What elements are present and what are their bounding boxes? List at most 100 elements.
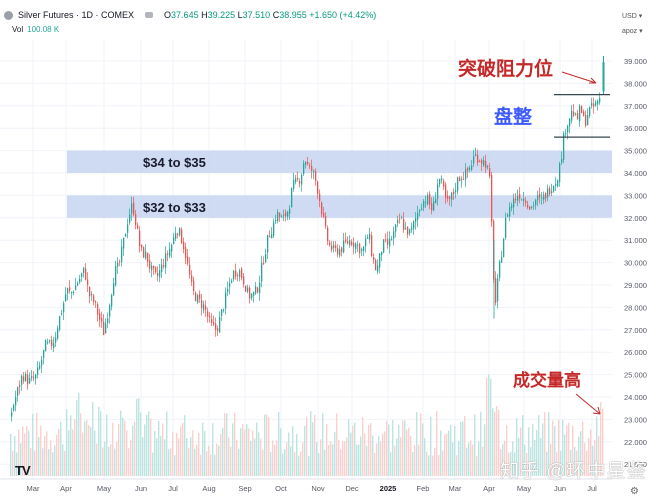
candle-body: [583, 111, 585, 116]
resistance-zone[interactable]: [67, 195, 612, 218]
symbol-icon: [4, 10, 13, 20]
volume-bar: [554, 426, 556, 476]
candle-body: [253, 291, 255, 296]
candle-body: [161, 264, 163, 272]
x-axis-label: May: [97, 484, 111, 493]
candle-body: [471, 165, 473, 170]
volume-bar: [498, 409, 500, 476]
volume-bar: [352, 425, 354, 476]
candle-body: [213, 322, 215, 325]
volume-bar: [230, 446, 232, 476]
y-axis-label: 24.000: [624, 393, 647, 402]
volume-bar: [124, 420, 126, 476]
volume-bar: [516, 418, 518, 476]
volume-bar: [422, 423, 424, 476]
volume-bar: [134, 421, 136, 476]
candle-body: [361, 249, 363, 252]
volume-bar: [570, 449, 572, 476]
volume-bar: [342, 441, 344, 476]
volume-bar: [602, 408, 604, 476]
volume-arrow-icon: [575, 393, 601, 415]
volume-bar: [292, 426, 294, 476]
candle-body: [337, 248, 339, 255]
volume-bar: [192, 430, 194, 476]
candle-body: [349, 240, 351, 246]
volume-bar: [382, 433, 384, 476]
candle-body: [65, 294, 67, 302]
unit-select[interactable]: apoz ▾: [622, 28, 643, 35]
volume-bar: [90, 427, 92, 476]
volume-bar: [166, 411, 168, 476]
y-axis-label: 21.000: [624, 460, 647, 469]
candle-body: [235, 270, 237, 277]
candle-body: [175, 233, 177, 239]
settings-gear-icon[interactable]: ⚙: [630, 486, 639, 497]
volume-bar: [96, 443, 98, 476]
candle-body: [463, 179, 465, 181]
candle-body: [173, 237, 175, 244]
candle-body: [371, 235, 373, 256]
candle-body: [553, 185, 555, 192]
candle-body: [363, 246, 365, 251]
x-axis-label: Nov: [311, 484, 325, 493]
volume-bar: [334, 432, 336, 476]
market-status-icon[interactable]: [145, 12, 154, 18]
volume-bar: [328, 444, 330, 476]
volume-bar: [238, 448, 240, 476]
volume-bar: [418, 444, 420, 476]
volume-bar: [310, 411, 312, 476]
volume-bar: [440, 430, 442, 476]
volume-bar: [214, 454, 216, 476]
volume-bar: [308, 455, 310, 476]
tradingview-logo[interactable]: TV: [15, 463, 31, 478]
candle-body: [215, 323, 217, 330]
volume-bar: [434, 447, 436, 476]
y-axis-label: 36.000: [624, 124, 647, 133]
volume-bar: [110, 444, 112, 476]
volume-bar: [228, 437, 230, 476]
volume-bar: [212, 423, 214, 476]
candle-body: [393, 231, 395, 239]
volume-bar: [316, 442, 318, 476]
candle-body: [545, 192, 547, 199]
y-axis-label: 23.000: [624, 415, 647, 424]
y-axis-label: 35.000: [624, 147, 647, 156]
candle-body: [453, 191, 455, 194]
volume-bar: [504, 440, 506, 476]
candle-body: [241, 268, 243, 279]
candle-body: [391, 239, 393, 241]
candle-body: [551, 191, 553, 194]
change-value: +1.650 (+4.42%): [309, 10, 377, 20]
volume-bar: [478, 441, 480, 476]
volume-bar: [552, 420, 554, 476]
currency-select[interactable]: USD ▾: [622, 13, 643, 20]
volume-bar: [536, 430, 538, 476]
volume-bar: [116, 442, 118, 476]
zone-lower-label: $32 to $33: [143, 200, 206, 215]
candle-body: [211, 319, 213, 323]
candle-body: [83, 267, 85, 273]
x-axis-label: Sep: [238, 484, 251, 493]
volume-bar: [282, 453, 284, 476]
candle-body: [343, 240, 345, 253]
volume-bar: [588, 438, 590, 476]
candle-body: [291, 188, 293, 208]
volume-bar: [250, 440, 252, 476]
candle-body: [169, 249, 171, 257]
symbol-title[interactable]: Silver Futures · 1D · COMEX: [18, 10, 135, 20]
volume-bar: [436, 411, 438, 476]
volume-bar: [10, 433, 12, 476]
volume-bar: [16, 452, 18, 476]
volume-bar: [174, 455, 176, 476]
volume-bar: [40, 425, 42, 476]
high-value: 39.225: [207, 10, 236, 20]
candle-body: [39, 365, 41, 369]
volume-bar: [372, 435, 374, 476]
candle-body: [167, 253, 169, 255]
volume-bar: [318, 453, 320, 476]
candle-body: [11, 412, 13, 417]
volume-bar: [176, 432, 178, 476]
volume-bar: [562, 419, 564, 476]
volume-bar: [64, 450, 66, 476]
